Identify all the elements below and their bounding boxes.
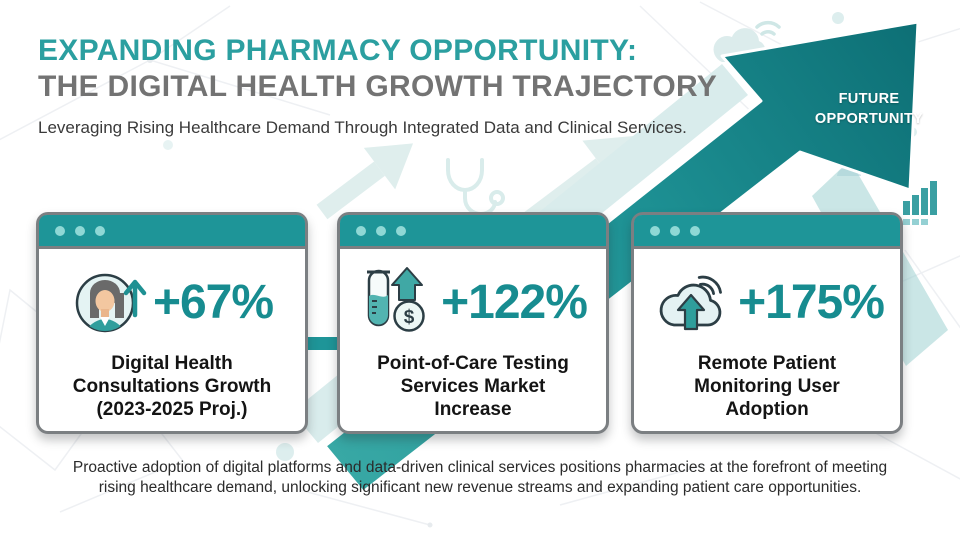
page-title-line2: THE DIGITAL HEALTH GROWTH TRAJECTORY bbox=[38, 70, 718, 103]
page-subtitle: Leveraging Rising Healthcare Demand Thro… bbox=[38, 118, 687, 137]
stat-value: +122% bbox=[441, 275, 588, 329]
svg-text:$: $ bbox=[404, 307, 415, 328]
card-body: +175% Remote Patient Monitoring User Ado… bbox=[634, 249, 900, 422]
window-title-bar bbox=[634, 215, 900, 249]
footer-line1: Proactive adoption of digital platforms … bbox=[72, 459, 888, 476]
cloud-upload-wifi-icon bbox=[659, 275, 723, 331]
stat-label: Digital Health Consultations Growth (202… bbox=[72, 353, 272, 421]
stat-value: +175% bbox=[738, 275, 885, 329]
window-dot bbox=[670, 225, 680, 236]
stat-row: +175% bbox=[650, 257, 885, 347]
future-label-line1: FUTURE bbox=[838, 90, 900, 107]
window-dot bbox=[55, 225, 65, 236]
bar-chart-icon bbox=[903, 181, 937, 225]
footer-line2: rising healthcare demand, unlocking sign… bbox=[98, 479, 862, 497]
stat-card-poc-testing: $ +122% Point-of-Care Testing Services M… bbox=[337, 212, 609, 434]
card-body: $ +122% Point-of-Care Testing Services M… bbox=[340, 249, 606, 422]
window-dot bbox=[690, 225, 700, 236]
future-label-line2: OPPORTUNITY bbox=[814, 109, 924, 127]
stat-row: $ +122% bbox=[359, 257, 588, 347]
consultation-avatar-growth-icon bbox=[75, 273, 147, 333]
stat-card-remote-monitoring: +175% Remote Patient Monitoring User Ado… bbox=[631, 212, 903, 434]
stethoscope-watermark-icon bbox=[446, 158, 505, 217]
window-dot bbox=[396, 225, 406, 236]
header-block: EXPANDING PHARMACY OPPORTUNITY: THE DIGI… bbox=[38, 34, 717, 138]
stat-card-consultations: +67% Digital Health Consultations Growth… bbox=[36, 212, 308, 434]
stat-row: +67% bbox=[71, 257, 274, 347]
window-dot bbox=[650, 225, 660, 236]
window-title-bar bbox=[39, 215, 305, 249]
window-dot bbox=[95, 225, 105, 236]
test-tube-dollar-growth-icon: $ bbox=[367, 267, 425, 332]
footer-summary: Proactive adoption of digital platforms … bbox=[0, 458, 960, 499]
card-connector bbox=[296, 337, 348, 350]
window-title-bar bbox=[340, 215, 606, 249]
stat-value: +67% bbox=[152, 275, 274, 329]
future-opportunity-label: FUTURE OPPORTUNITY bbox=[806, 89, 932, 128]
page-title-line1: EXPANDING PHARMACY OPPORTUNITY: bbox=[38, 34, 638, 67]
card-body: +67% Digital Health Consultations Growth… bbox=[39, 249, 305, 422]
window-dot bbox=[356, 225, 366, 236]
window-dot bbox=[376, 225, 386, 236]
stat-label: Remote Patient Monitoring User Adoption bbox=[694, 353, 840, 421]
window-dot bbox=[75, 225, 85, 236]
stat-label: Point-of-Care Testing Services Market In… bbox=[377, 353, 569, 421]
